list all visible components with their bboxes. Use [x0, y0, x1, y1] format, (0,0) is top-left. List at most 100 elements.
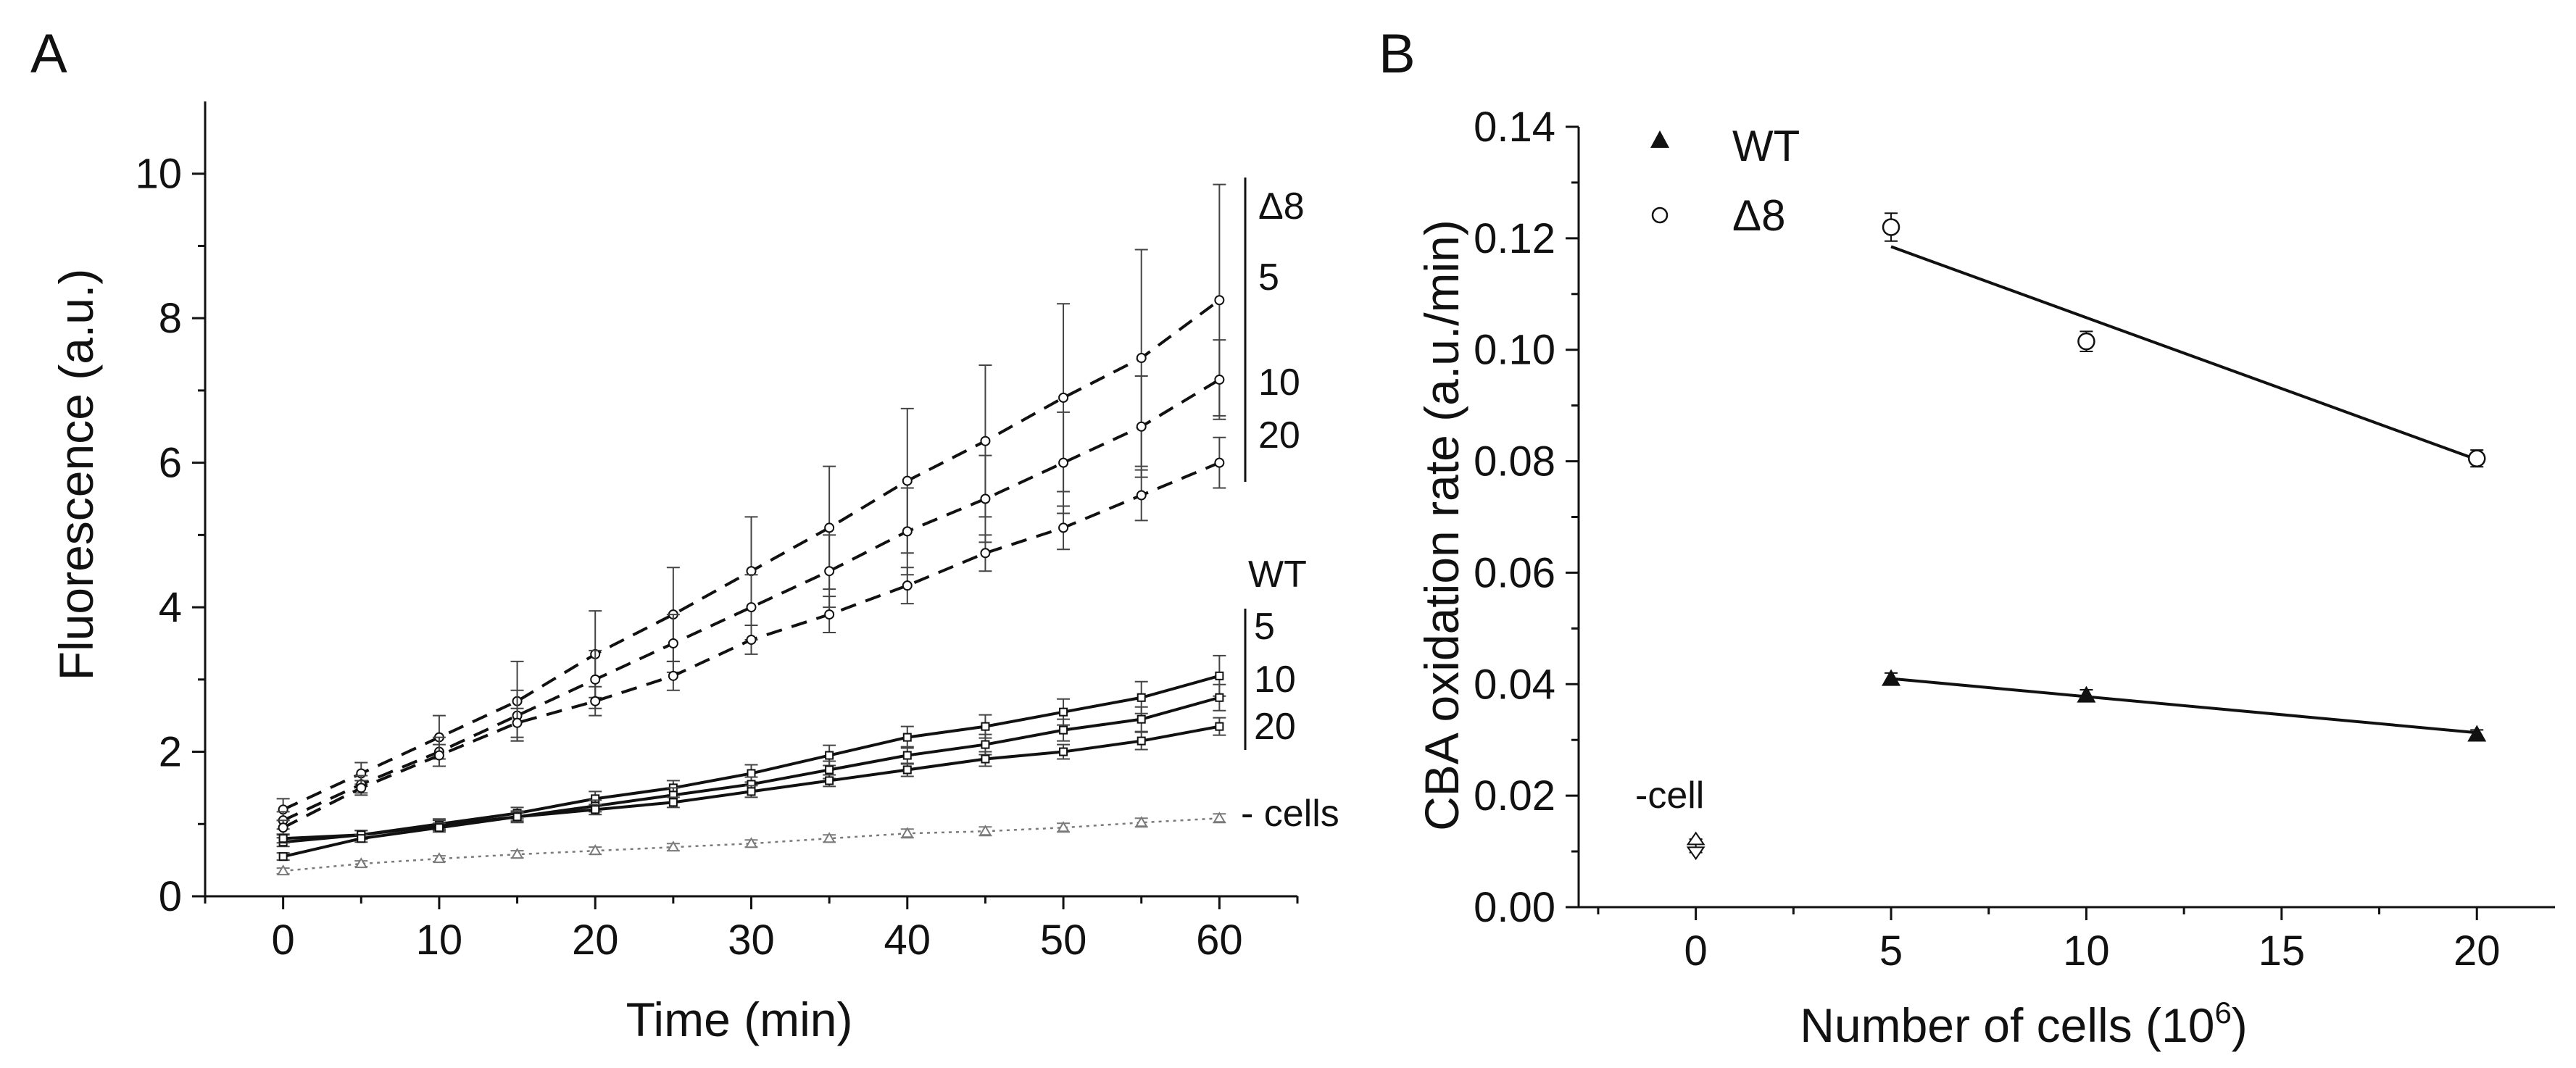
- a-point: [823, 832, 836, 843]
- panel-b-x-axis-title-sup: 6: [2214, 996, 2231, 1030]
- a-point: [746, 634, 757, 645]
- a-series-6: [276, 812, 1226, 876]
- a-point: [1058, 392, 1069, 403]
- b-point: [1882, 669, 1901, 686]
- panel-b-x-axis-title-close: ): [2232, 998, 2248, 1052]
- a-y-tick-label: 2: [159, 729, 182, 776]
- a-point: [667, 840, 680, 852]
- a-point: [902, 733, 912, 742]
- a-point: [825, 765, 834, 775]
- b-y-tick-label: 0.14: [1474, 104, 1555, 151]
- b-series-1: [1882, 212, 2486, 468]
- b-x-tick-label: 5: [1879, 927, 1903, 975]
- a-point: [1214, 295, 1225, 306]
- a-point: [1059, 725, 1068, 735]
- b-y-tick-label: 0.06: [1474, 549, 1555, 596]
- a-x-tick-label: 30: [728, 917, 775, 964]
- a-series-1: [276, 339, 1226, 830]
- a-series-0: [276, 183, 1226, 822]
- a-point: [1214, 457, 1225, 468]
- a-series-3: [276, 654, 1226, 848]
- a-point: [590, 696, 601, 706]
- b-x-tick-label: 15: [2259, 927, 2306, 975]
- a-point: [979, 825, 992, 836]
- a-point: [981, 722, 990, 731]
- panel-b-scatter-chart: B 0 5 10 15 20 0.00 0.02 0.04 0.06 0.08 0.10 0.12 0.…: [1379, 23, 2555, 1052]
- a-point: [1059, 707, 1068, 717]
- no-cells-label: - cells: [1241, 793, 1339, 835]
- panel-b-x-axis-title: Number of cells (106): [1800, 996, 2248, 1052]
- a-series-line: [283, 674, 1220, 844]
- a-point: [824, 566, 835, 577]
- a-point: [901, 827, 914, 838]
- a-point: [980, 548, 991, 559]
- d8-group-label: Δ8: [1258, 185, 1305, 228]
- no-cell-point-label: -cell: [1635, 775, 1704, 817]
- d8-label-5: 5: [1258, 256, 1279, 299]
- panel-b-x-axis-title-main: Number of cells (10: [1800, 998, 2214, 1052]
- a-point: [433, 750, 444, 761]
- b-point: [1882, 218, 1900, 236]
- b-series-2: [1686, 831, 1705, 861]
- a-point: [433, 852, 446, 864]
- b-x-tick-label: 20: [2454, 927, 2501, 975]
- a-x-tick-label: 0: [272, 917, 295, 964]
- a-series-2: [276, 436, 1226, 836]
- b-fit-line: [1890, 245, 2477, 462]
- a-y-tick-label: 10: [135, 151, 182, 198]
- a-point: [902, 765, 912, 775]
- b-y-tick-label: 0.10: [1474, 327, 1555, 374]
- b-x-tick-label: 10: [2063, 927, 2110, 975]
- a-x-tick-label: 20: [572, 917, 619, 964]
- a-point: [668, 638, 678, 648]
- a-point: [1058, 522, 1069, 533]
- a-point: [980, 435, 991, 446]
- a-point: [1134, 816, 1148, 827]
- a-point: [356, 783, 367, 793]
- a-point: [591, 805, 600, 814]
- a-x-tick-label: 50: [1040, 917, 1087, 964]
- a-point: [1215, 722, 1224, 731]
- panel-a-y-axis-title: Fluorescence (a.u.): [49, 269, 103, 681]
- a-point: [1214, 374, 1225, 385]
- panel-a-x-axis-title: Time (min): [626, 993, 853, 1046]
- a-point: [746, 602, 757, 613]
- b-x-tick-label: 0: [1684, 927, 1708, 975]
- a-point: [278, 822, 288, 833]
- a-point: [1136, 353, 1147, 364]
- a-point: [744, 837, 758, 848]
- a-point: [824, 609, 835, 620]
- a-point: [747, 787, 756, 796]
- wt-group-label: WT: [1248, 554, 1307, 596]
- b-series-0: [1882, 669, 2487, 742]
- b-y-tick-label: 0.00: [1474, 884, 1555, 931]
- a-y-tick-label: 0: [159, 873, 182, 920]
- a-point: [902, 475, 913, 486]
- wt-label-10: 10: [1254, 659, 1296, 701]
- a-point: [278, 852, 288, 862]
- d8-label-10: 10: [1258, 362, 1300, 404]
- a-point: [1136, 490, 1147, 501]
- a-point: [590, 674, 601, 685]
- a-point: [589, 844, 602, 856]
- a-point: [902, 751, 912, 760]
- a-point: [825, 751, 834, 760]
- b-y-tick-label: 0.04: [1474, 661, 1555, 708]
- a-x-tick-label: 40: [884, 917, 931, 964]
- a-point: [981, 754, 990, 764]
- b-point: [1686, 831, 1705, 846]
- a-point: [276, 864, 290, 876]
- legend-wt-label: WT: [1732, 122, 1800, 170]
- b-point: [2077, 332, 2095, 351]
- a-point: [1215, 693, 1224, 702]
- a-y-tick-label: 4: [159, 584, 182, 631]
- legend-d8-label: Δ8: [1732, 191, 1785, 240]
- panel-b-legend: WT Δ8: [1650, 122, 1800, 240]
- b-point: [1686, 846, 1705, 861]
- b-point: [2467, 725, 2487, 742]
- b-y-tick-label: 0.12: [1474, 215, 1555, 262]
- a-point: [747, 769, 756, 778]
- b-fit-line: [1890, 677, 2477, 735]
- a-point: [1137, 693, 1146, 702]
